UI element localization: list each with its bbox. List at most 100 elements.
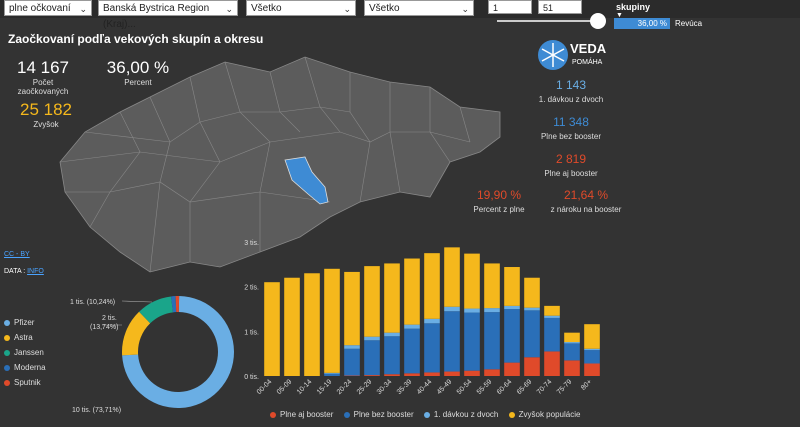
bar-segment[interactable] <box>364 340 380 376</box>
bar-segment[interactable] <box>404 328 420 374</box>
legend-item-janssen[interactable]: Janssen <box>4 345 46 360</box>
legend-item-sputnik[interactable]: Sputnik <box>4 375 46 390</box>
bar-segment[interactable] <box>504 305 520 309</box>
bar-segment[interactable] <box>264 282 280 376</box>
bar-segment[interactable] <box>384 336 400 375</box>
kpi-full-nobooster: 11 348 Plne bez booster <box>516 115 626 141</box>
kpi-rest-value: 25 182 <box>20 100 72 119</box>
bar-segment[interactable] <box>564 360 580 376</box>
legend-label: Sputnik <box>14 378 41 387</box>
range-slider-handle[interactable] <box>590 13 606 29</box>
donut-leader-line <box>121 300 153 303</box>
bar-segment[interactable] <box>444 247 460 307</box>
bar-segment[interactable] <box>384 332 400 337</box>
age-group-bar-chart[interactable]: 0 tis. 1 tis. 2 tis. 3 tis. 00-04 05-09 10-14 1… <box>240 236 610 408</box>
legend-item-pfizer[interactable]: Pfizer <box>4 315 46 330</box>
bar-segment[interactable] <box>324 372 340 374</box>
bar-segment[interactable] <box>544 305 560 316</box>
x-tick-label: 10-14 <box>296 378 314 396</box>
legend-item-rest[interactable]: Zvyšok populácie <box>508 410 580 419</box>
kpi-pct-full: 19,90 % Percent z plne <box>447 188 551 214</box>
filter4-dropdown[interactable]: Všetko ⌄ <box>364 0 474 16</box>
bar-segment[interactable] <box>404 258 420 325</box>
bar-segment[interactable] <box>364 336 380 341</box>
bar-segment[interactable] <box>584 324 600 349</box>
bar-segment[interactable] <box>464 308 480 313</box>
bar-segment[interactable] <box>404 373 420 376</box>
bar-segment[interactable] <box>344 345 360 349</box>
bar-segment[interactable] <box>504 267 520 306</box>
bar-segment[interactable] <box>444 311 460 372</box>
donut-slice-janssen[interactable] <box>139 296 174 324</box>
bar-chart-legend: Plne aj booster Plne bez booster 1. dávk… <box>270 410 588 419</box>
region-dropdown[interactable]: Banská Bystrica Region (Kraj)... ⌄ <box>98 0 238 30</box>
bar-segment[interactable] <box>444 371 460 376</box>
legend-item-moderna[interactable]: Moderna <box>4 360 46 375</box>
legend-item-full-nobooster[interactable]: Plne bez booster <box>343 410 414 419</box>
bar-segment[interactable] <box>524 357 540 376</box>
bar-segment[interactable] <box>524 277 540 308</box>
bar-segment[interactable] <box>384 374 400 376</box>
donut-slice-moderna[interactable] <box>171 296 177 313</box>
bar-segment[interactable] <box>564 343 580 361</box>
bar-segment[interactable] <box>424 253 440 319</box>
bar-segment[interactable] <box>344 271 360 346</box>
filter3-dropdown[interactable]: Všetko ⌄ <box>246 0 356 16</box>
bar-segment[interactable] <box>584 350 600 364</box>
status-dropdown[interactable]: plne očkovaní ⌄ <box>4 0 92 16</box>
logo-text-2: POMÁHA <box>572 57 603 66</box>
groups-bar[interactable]: 36,00 % <box>614 18 670 29</box>
legend-item-astra[interactable]: Astra <box>4 330 46 345</box>
range-from-input[interactable]: 1 <box>488 0 532 14</box>
bar-segment[interactable] <box>284 277 300 376</box>
bar-segment[interactable] <box>324 268 340 373</box>
donut-slice-sputnik[interactable] <box>175 296 180 313</box>
range-to-input[interactable]: 51 <box>538 0 582 14</box>
legend-item-dose1[interactable]: 1. dávkou z dvoch <box>423 410 498 419</box>
bar-segment[interactable] <box>484 263 500 309</box>
bar-segment[interactable] <box>364 375 380 376</box>
license-link[interactable]: CC - BY <box>4 251 30 258</box>
bar-segment[interactable] <box>424 318 440 324</box>
bar-segment[interactable] <box>504 362 520 376</box>
bar-segment[interactable] <box>544 315 560 318</box>
data-info-link[interactable]: INFO <box>27 268 44 275</box>
bar-segment[interactable] <box>564 342 580 344</box>
bar-segment[interactable] <box>484 312 500 370</box>
vaccine-donut-chart[interactable]: 1 tis. (10,24%) 2 tis. (13,74%) 10 tis. … <box>60 290 240 420</box>
bar-segment[interactable] <box>424 372 440 376</box>
bar-segment[interactable] <box>384 263 400 333</box>
bar-segment[interactable] <box>524 307 540 311</box>
bar-segment[interactable] <box>404 324 420 329</box>
bar-segment[interactable] <box>584 348 600 351</box>
donut-slice-astra[interactable] <box>122 311 151 356</box>
filter3-dropdown-value: Všetko <box>251 3 282 14</box>
bar-segment[interactable] <box>504 309 520 363</box>
bar-segment[interactable] <box>304 273 320 376</box>
slovakia-district-map[interactable] <box>30 52 510 282</box>
bar-segment[interactable] <box>484 369 500 376</box>
bar-segment[interactable] <box>464 370 480 376</box>
bar-segment[interactable] <box>544 317 560 352</box>
bar-segment[interactable] <box>444 306 460 312</box>
snowflake-icon: VEDA POMÁHA <box>538 40 607 70</box>
bar-segment[interactable] <box>324 373 340 376</box>
legend-dot <box>4 334 10 341</box>
map-selected-district[interactable] <box>284 156 329 205</box>
bar-segment[interactable] <box>464 312 480 371</box>
kpi-full-booster: 2 819 Plne aj booster <box>516 152 626 178</box>
bar-segment[interactable] <box>424 323 440 373</box>
bar-segment[interactable] <box>364 266 380 337</box>
bar-segment[interactable] <box>564 332 580 343</box>
bar-segment[interactable] <box>464 253 480 309</box>
sort-triangle-icon[interactable]: ▼ <box>616 12 623 19</box>
legend-dot <box>270 411 276 418</box>
bar-segment[interactable] <box>524 310 540 358</box>
bar-segment[interactable] <box>584 363 600 376</box>
bar-segment[interactable] <box>484 308 500 313</box>
bar-segment[interactable] <box>544 351 560 376</box>
range-slider-track[interactable] <box>497 20 597 22</box>
legend-item-full-booster[interactable]: Plne aj booster <box>270 410 333 419</box>
bar-segment[interactable] <box>344 348 360 376</box>
license-link-text[interactable]: CC - BY <box>4 251 30 258</box>
